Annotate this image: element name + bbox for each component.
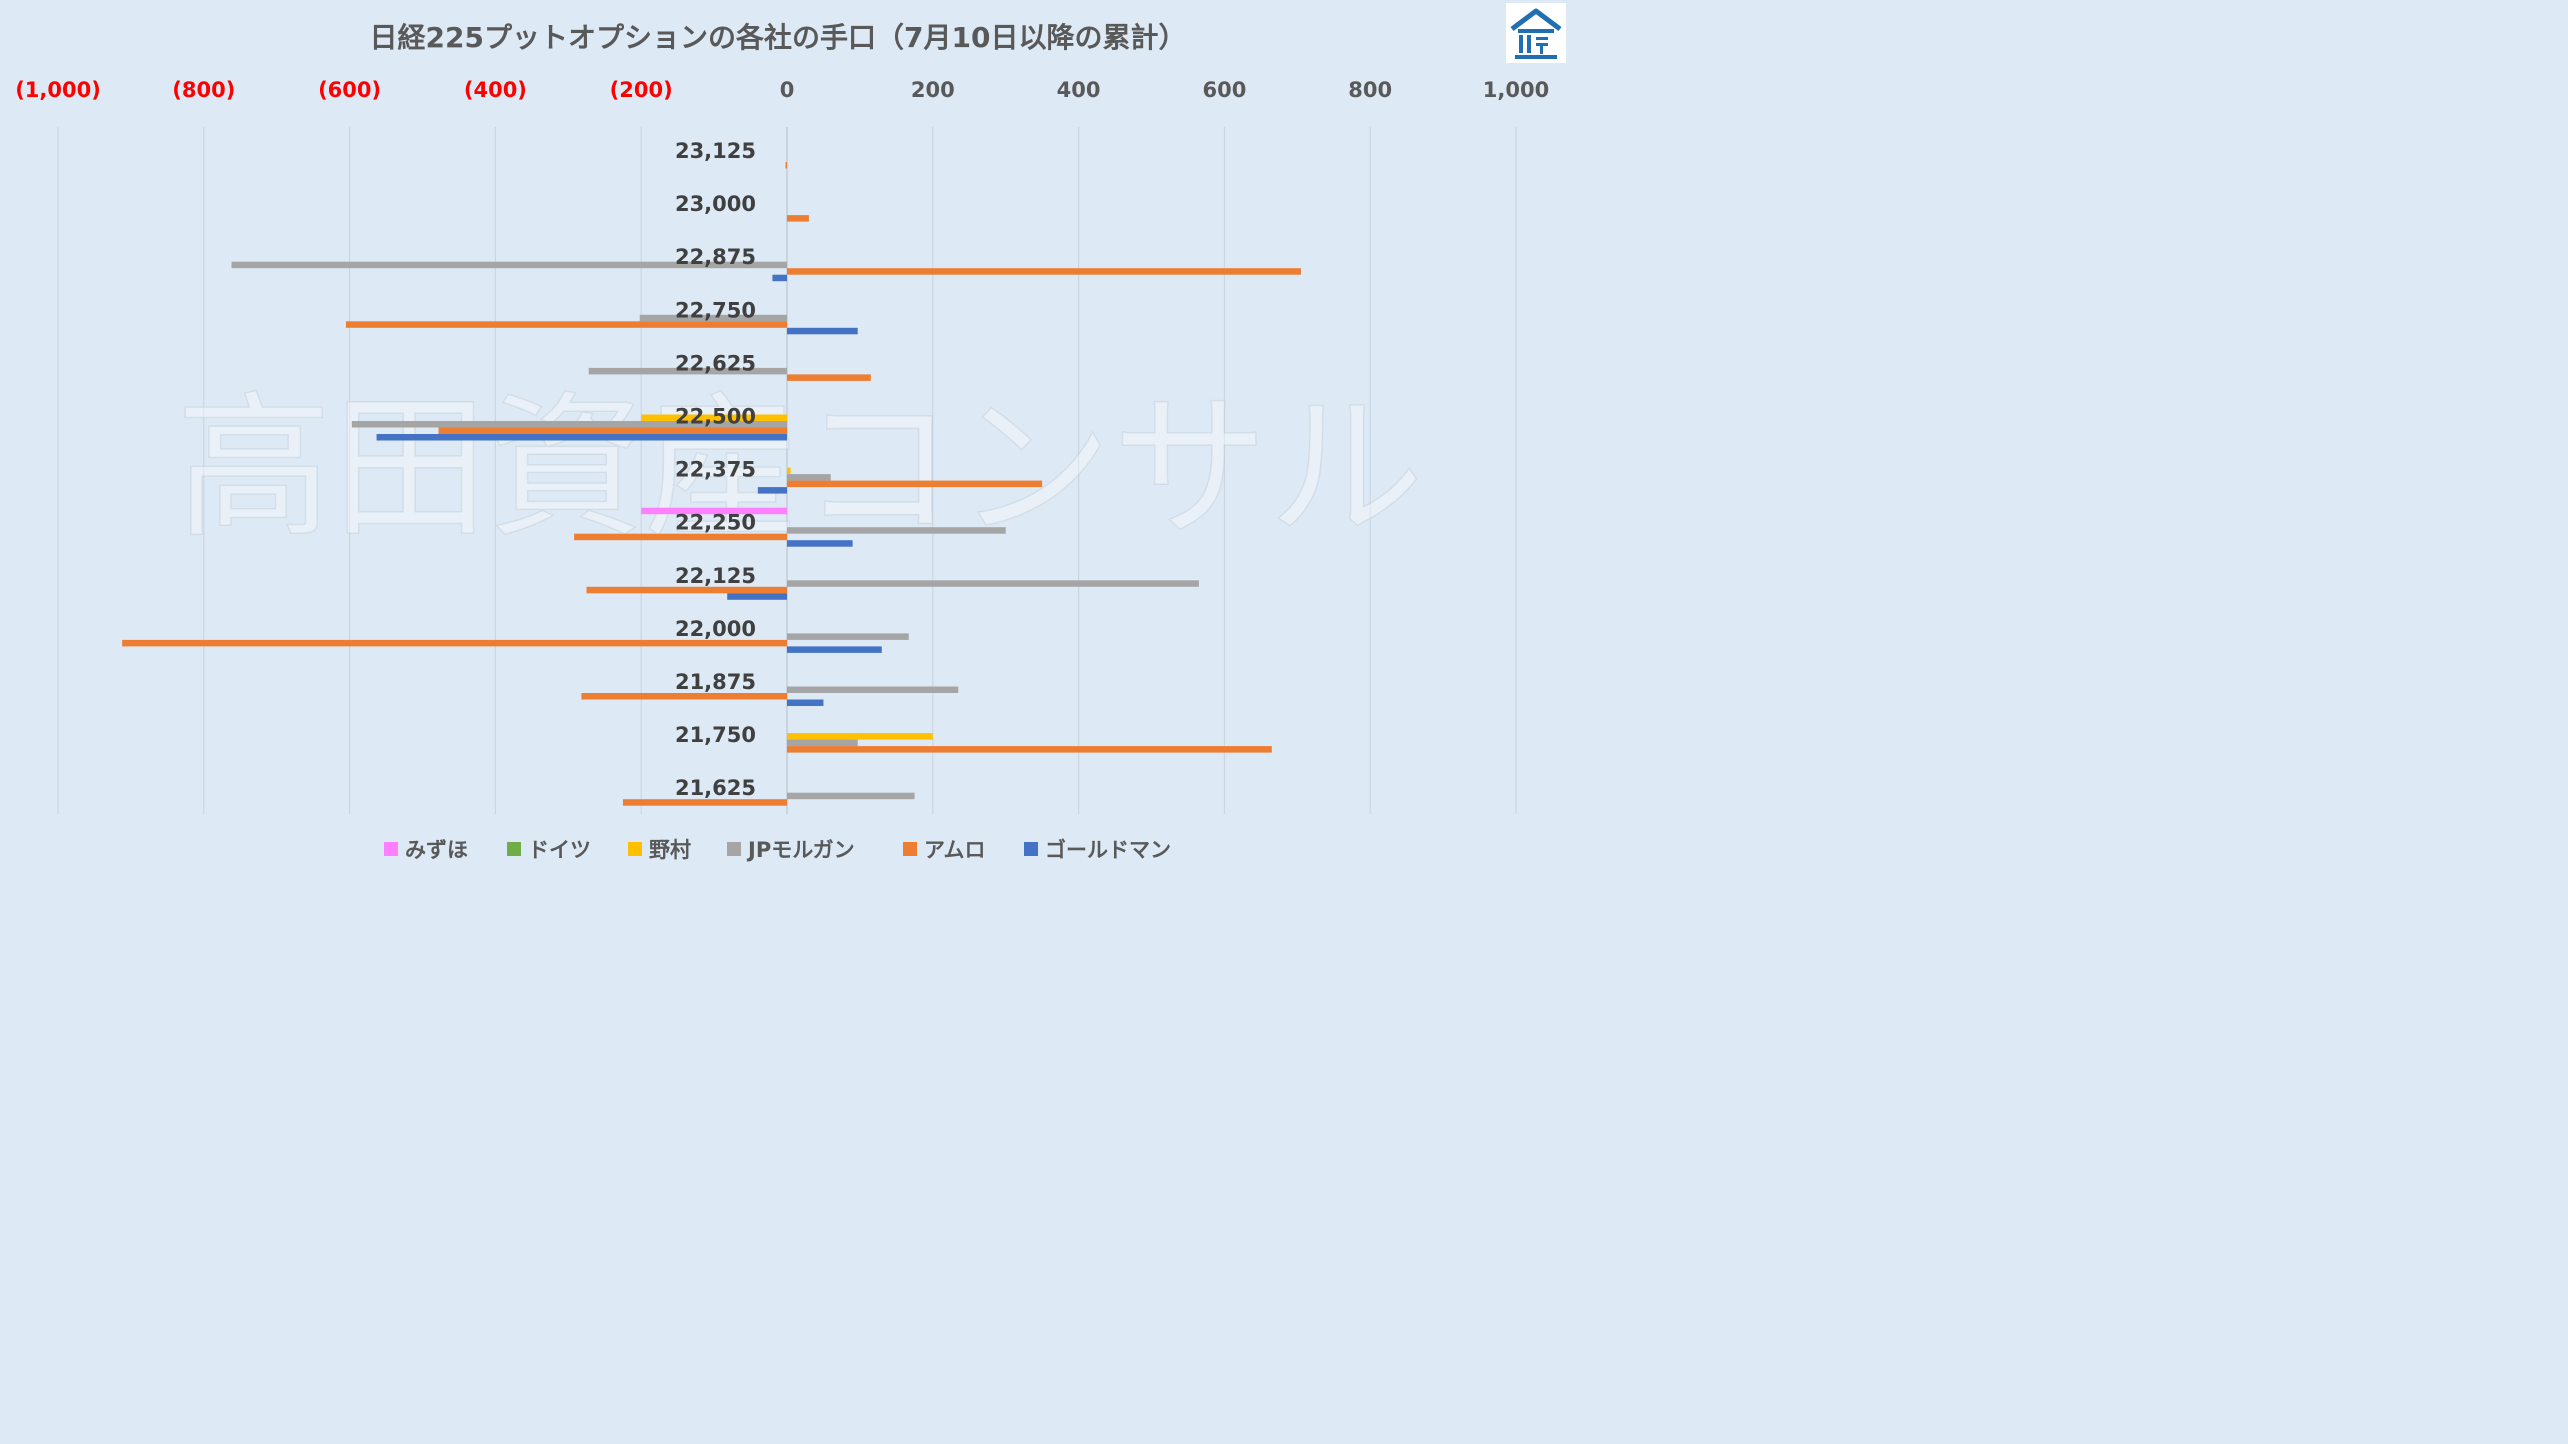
category-labels: 23,125 23,000 22,875 22,750 22,625 22,500 22,3…	[675, 139, 756, 800]
bar	[787, 746, 1272, 753]
x-tick-label: (1,000)	[15, 78, 101, 102]
x-tick-label: 200	[911, 78, 955, 102]
legend-label: みずほ	[405, 838, 468, 862]
category-label: 21,750	[675, 723, 756, 747]
house-logo-icon	[1506, 3, 1566, 63]
bar	[639, 314, 787, 322]
legend-label: アムロ	[924, 838, 986, 862]
category-label: 22,125	[675, 564, 756, 588]
bar	[785, 162, 787, 169]
bar	[345, 321, 787, 328]
legend-swatch	[507, 842, 521, 856]
x-tick-label: 1,000	[1483, 78, 1549, 102]
category-label: 22,000	[675, 617, 756, 641]
bar	[122, 639, 788, 647]
x-tick-label: (600)	[318, 78, 381, 102]
bar	[641, 414, 787, 421]
category-label: 22,250	[675, 511, 756, 535]
legend-swatch	[1024, 842, 1038, 856]
bar	[787, 215, 809, 222]
legend-item[interactable]: みずほ	[384, 838, 468, 862]
bar	[588, 367, 787, 375]
bar	[787, 480, 1043, 488]
bar	[787, 633, 909, 640]
bar	[787, 580, 1199, 587]
x-tick-label: (800)	[172, 78, 235, 102]
bar	[787, 374, 871, 381]
bars-layer	[122, 162, 1301, 806]
legend-label: JPモルガン	[746, 838, 855, 862]
bar	[787, 686, 959, 693]
bar	[622, 799, 787, 806]
legend-item[interactable]: 野村	[628, 838, 691, 862]
category-label: 22,375	[675, 458, 756, 482]
legend-swatch	[384, 842, 398, 856]
bar	[787, 739, 858, 747]
category-label: 22,750	[675, 298, 756, 322]
category-label: 23,000	[675, 192, 756, 216]
bar	[787, 474, 831, 481]
legend-item[interactable]: ゴールドマン	[1024, 838, 1171, 862]
bar	[586, 586, 787, 594]
legend-item[interactable]: JPモルガン	[727, 838, 855, 862]
legend-swatch	[727, 842, 741, 856]
bar	[787, 792, 915, 800]
legend-swatch	[903, 842, 917, 856]
legend-item[interactable]: アムロ	[903, 838, 986, 862]
x-tick-label: 600	[1202, 78, 1246, 102]
bar	[787, 646, 882, 653]
chart-title: 日経225プットオプションの各社の手口（7月10日以降の累計）	[370, 21, 1187, 54]
bar	[757, 487, 787, 494]
bar	[787, 540, 853, 547]
bar	[787, 467, 791, 475]
bar	[641, 507, 787, 515]
category-label: 23,125	[675, 139, 756, 163]
legend-label: 野村	[649, 838, 691, 862]
legend-swatch	[628, 842, 642, 856]
legend-label: ゴールドマン	[1045, 838, 1171, 862]
bar	[772, 274, 787, 282]
bar	[376, 434, 787, 441]
x-tick-labels: (1,000) (800) (600) (400) (200) 0 200 400 600 800…	[15, 78, 1549, 102]
x-tick-label: (200)	[610, 78, 673, 102]
bar	[231, 261, 787, 269]
bar	[574, 533, 787, 541]
chart-root: 高田資産コンサル 23,125 23,000 22,875 22,750 22,625 2…	[0, 0, 1568, 882]
bar	[787, 733, 933, 740]
bar	[787, 327, 858, 335]
bar	[581, 693, 787, 700]
x-tick-label: (400)	[464, 78, 527, 102]
chart-svg: 高田資産コンサル 23,12523,00022,87522,75022,6252…	[15, 3, 1566, 862]
legend-item[interactable]: ドイツ	[507, 838, 591, 862]
legend-label: ドイツ	[528, 838, 591, 862]
bar	[787, 699, 824, 706]
category-label: 21,875	[675, 670, 756, 694]
bar	[351, 421, 787, 428]
category-label: 21,625	[675, 776, 756, 800]
x-tick-label: 800	[1348, 78, 1392, 102]
category-label: 22,625	[675, 351, 756, 375]
category-label: 22,875	[675, 245, 756, 269]
category-label: 22,500	[675, 405, 756, 429]
bar	[727, 593, 787, 600]
legend[interactable]: みずほ ドイツ 野村 JPモルガン アムロ ゴールドマン	[384, 838, 1171, 862]
x-tick-label: 400	[1057, 78, 1101, 102]
bar	[787, 268, 1301, 275]
x-tick-label: 0	[780, 78, 795, 102]
bar	[438, 427, 787, 434]
bar	[787, 527, 1006, 534]
